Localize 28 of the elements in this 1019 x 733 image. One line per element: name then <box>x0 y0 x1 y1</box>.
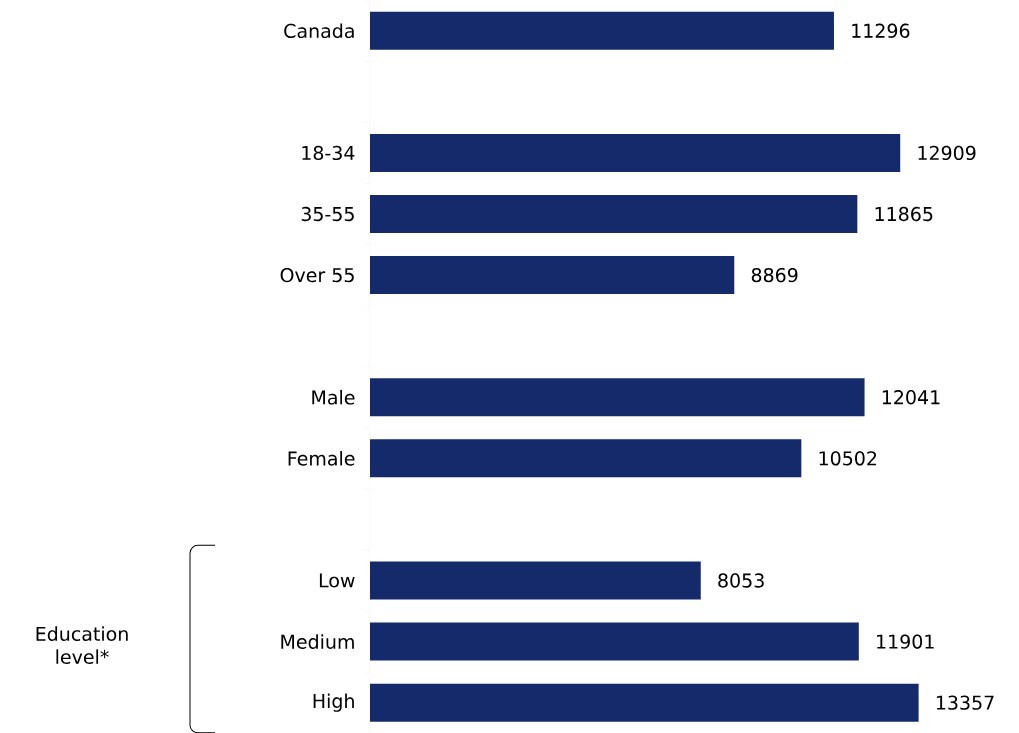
bar <box>370 561 701 600</box>
data-label: 13357 <box>936 695 994 710</box>
bar <box>370 255 735 294</box>
bar <box>370 439 802 478</box>
data-label: 11296 <box>852 23 910 38</box>
data-label: 8869 <box>751 267 798 283</box>
y-tick-label: Canada <box>284 23 354 38</box>
bar <box>370 11 834 50</box>
y-tick-label: Over 55 <box>280 267 354 283</box>
bar <box>370 378 865 417</box>
bar <box>370 683 919 722</box>
data-label: 10502 <box>819 450 877 466</box>
y-tick-label: High <box>313 693 354 712</box>
y-tick-label: Low <box>319 573 355 588</box>
y-tick-label: 18-34 <box>302 145 355 160</box>
y-tick-label: Male <box>312 389 355 405</box>
data-label: 11901 <box>877 634 934 649</box>
data-label: 8053 <box>718 573 764 588</box>
y-tick-label: Female <box>288 450 355 466</box>
y-tick-label: Medium <box>281 634 354 649</box>
bar <box>370 622 859 661</box>
data-label: 12909 <box>918 145 976 160</box>
bar <box>370 133 901 172</box>
y-tick-label: 35-55 <box>301 206 354 221</box>
data-label: 11865 <box>875 206 933 221</box>
data-label: 12041 <box>882 389 940 405</box>
text: Education level* <box>36 626 128 664</box>
bar <box>370 194 858 233</box>
